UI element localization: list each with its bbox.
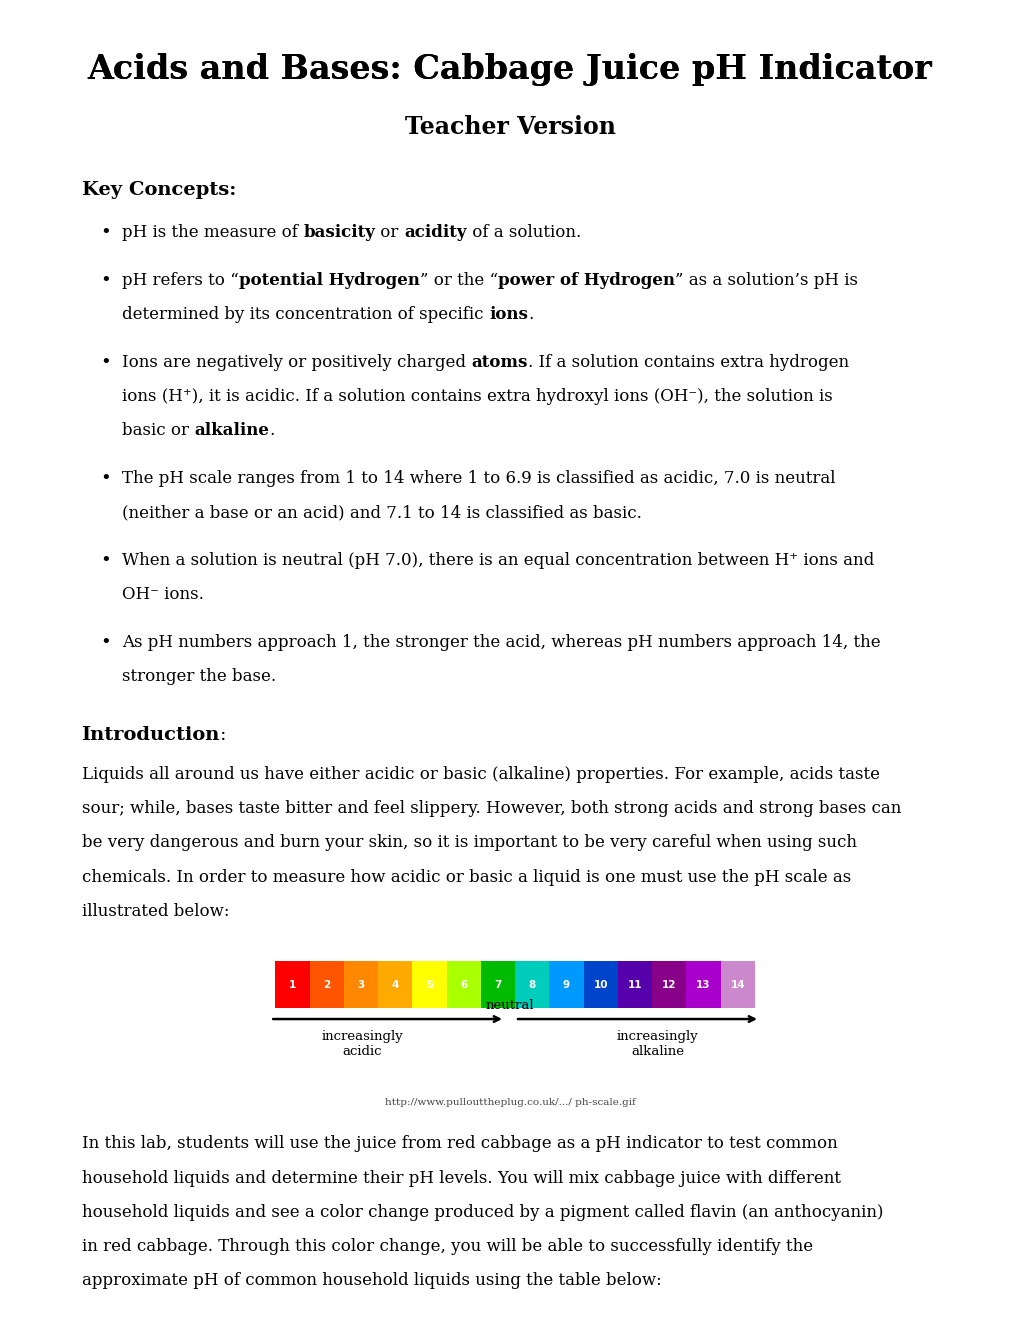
Text: ” or the “: ” or the “ (420, 272, 497, 289)
Text: The pH scale ranges from 1 to 14 where 1 to 6.9 is classified as acidic, 7.0 is : The pH scale ranges from 1 to 14 where 1… (122, 470, 836, 487)
Text: in red cabbage. Through this color change, you will be able to successfully iden: in red cabbage. Through this color chang… (82, 1238, 812, 1255)
Text: In this lab, students will use the juice from red cabbage as a pH indicator to t: In this lab, students will use the juice… (82, 1135, 837, 1152)
Text: alkaline: alkaline (195, 422, 269, 440)
Text: Acids and Bases: Cabbage Juice pH Indicator: Acids and Bases: Cabbage Juice pH Indica… (88, 53, 931, 86)
Text: 5: 5 (426, 979, 433, 990)
Bar (651, 961, 686, 1008)
Bar (480, 961, 515, 1008)
Text: .: . (269, 422, 274, 440)
Text: chemicals. In order to measure how acidic or basic a liquid is one must use the : chemicals. In order to measure how acidi… (82, 869, 850, 886)
Text: Key Concepts:: Key Concepts: (82, 181, 235, 199)
Text: .: . (528, 306, 533, 323)
Text: power of Hydrogen: power of Hydrogen (497, 272, 675, 289)
Text: . If a solution contains extra hydrogen: . If a solution contains extra hydrogen (528, 354, 849, 371)
Text: approximate pH of common household liquids using the table below:: approximate pH of common household liqui… (82, 1272, 660, 1290)
Text: http://www.pullouttheplug.co.uk/.../ ph-scale.gif: http://www.pullouttheplug.co.uk/.../ ph-… (384, 1098, 635, 1107)
Text: ions (H⁺), it is acidic. If a solution contains extra hydroxyl ions (OH⁻), the s: ions (H⁺), it is acidic. If a solution c… (122, 388, 833, 405)
Text: Introduction: Introduction (82, 726, 220, 744)
Text: 6: 6 (460, 979, 467, 990)
Text: determined by its concentration of specific: determined by its concentration of speci… (122, 306, 489, 323)
Text: potential Hydrogen: potential Hydrogen (238, 272, 420, 289)
Text: •: • (100, 634, 111, 652)
Bar (378, 961, 412, 1008)
Text: stronger the base.: stronger the base. (122, 668, 276, 685)
Text: 4: 4 (391, 979, 398, 990)
Text: pH is the measure of: pH is the measure of (122, 224, 304, 242)
Bar (549, 961, 583, 1008)
Bar (583, 961, 618, 1008)
Text: Acids and Bases: Cabbage Juice pH Indicator: Acids and Bases: Cabbage Juice pH Indica… (88, 53, 931, 86)
Text: :: : (220, 726, 226, 744)
Bar (310, 961, 343, 1008)
Bar (275, 961, 310, 1008)
Text: household liquids and determine their pH levels. You will mix cabbage juice with: household liquids and determine their pH… (82, 1170, 840, 1187)
Bar (686, 961, 719, 1008)
Text: of a solution.: of a solution. (466, 224, 580, 242)
Text: or: or (375, 224, 404, 242)
Text: increasingly
acidic: increasingly acidic (321, 1030, 403, 1057)
Text: •: • (100, 470, 111, 488)
Text: pH refers to “: pH refers to “ (122, 272, 238, 289)
Text: illustrated below:: illustrated below: (82, 903, 229, 920)
Text: basicity: basicity (304, 224, 375, 242)
Text: When a solution is neutral (pH 7.0), there is an equal concentration between H⁺ : When a solution is neutral (pH 7.0), the… (122, 552, 874, 569)
Text: Teacher Version: Teacher Version (405, 115, 614, 139)
Text: 9: 9 (562, 979, 570, 990)
Text: (neither a base or an acid) and 7.1 to 14 is classified as basic.: (neither a base or an acid) and 7.1 to 1… (122, 504, 642, 521)
Text: 13: 13 (696, 979, 710, 990)
Bar (618, 961, 651, 1008)
Text: sour; while, bases taste bitter and feel slippery. However, both strong acids an: sour; while, bases taste bitter and feel… (82, 800, 900, 817)
Text: be very dangerous and burn your skin, so it is important to be very careful when: be very dangerous and burn your skin, so… (82, 834, 856, 851)
Text: Ions are negatively or positively charged: Ions are negatively or positively charge… (122, 354, 471, 371)
Bar (719, 961, 754, 1008)
Text: 7: 7 (494, 979, 501, 990)
Text: As pH numbers approach 1, the stronger the acid, whereas pH numbers approach 14,: As pH numbers approach 1, the stronger t… (122, 634, 880, 651)
Text: household liquids and see a color change produced by a pigment called flavin (an: household liquids and see a color change… (82, 1204, 882, 1221)
Text: •: • (100, 224, 111, 243)
Text: ” as a solution’s pH is: ” as a solution’s pH is (675, 272, 857, 289)
Text: •: • (100, 272, 111, 290)
Text: atoms: atoms (471, 354, 528, 371)
Text: ions: ions (489, 306, 528, 323)
Text: basic or: basic or (122, 422, 195, 440)
Text: 8: 8 (528, 979, 535, 990)
Bar (412, 961, 446, 1008)
Bar (515, 961, 549, 1008)
Text: 14: 14 (730, 979, 744, 990)
Text: neutral: neutral (485, 999, 534, 1012)
Bar (446, 961, 480, 1008)
Text: •: • (100, 552, 111, 570)
Text: 12: 12 (661, 979, 676, 990)
Bar (343, 961, 378, 1008)
Text: Liquids all around us have either acidic or basic (alkaline) properties. For exa: Liquids all around us have either acidic… (82, 766, 878, 783)
Text: 3: 3 (357, 979, 364, 990)
Text: 2: 2 (323, 979, 330, 990)
Text: 1: 1 (288, 979, 296, 990)
Text: OH⁻ ions.: OH⁻ ions. (122, 586, 204, 603)
Text: 10: 10 (593, 979, 607, 990)
Text: •: • (100, 354, 111, 372)
Text: increasingly
alkaline: increasingly alkaline (616, 1030, 698, 1057)
Text: 11: 11 (627, 979, 642, 990)
Text: acidity: acidity (404, 224, 466, 242)
